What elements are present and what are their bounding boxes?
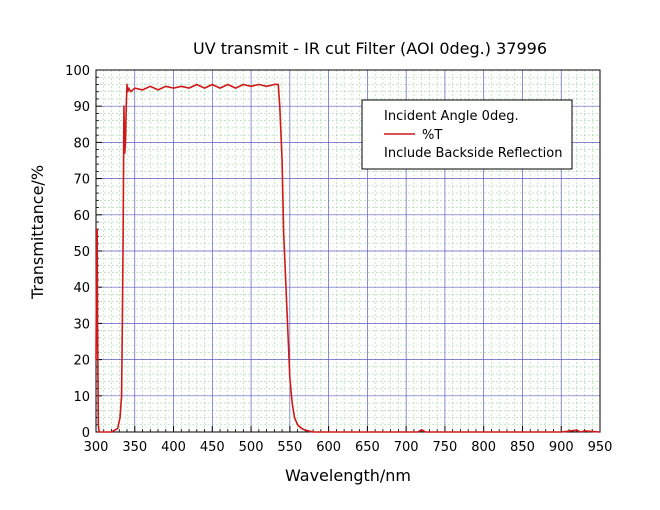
x-tick-label: 400 bbox=[161, 440, 186, 455]
x-tick-label: 550 bbox=[277, 440, 302, 455]
x-tick-label: 300 bbox=[84, 440, 109, 455]
y-tick-label: 100 bbox=[65, 64, 90, 79]
x-tick-labels: 300 350 400 450 500 550 600 650 700 750 800 850 900 9… bbox=[84, 440, 613, 455]
y-tick-label: 70 bbox=[73, 173, 90, 188]
x-tick-label: 600 bbox=[316, 440, 341, 455]
x-tick-label: 750 bbox=[433, 440, 458, 455]
legend: Incident Angle 0deg. %T Include Backside… bbox=[361, 99, 573, 170]
y-tick-label: 30 bbox=[73, 317, 90, 332]
x-tick-label: 350 bbox=[122, 440, 147, 455]
chart-title: UV transmit - IR cut Filter (AOI 0deg.) … bbox=[193, 39, 547, 58]
y-tick-label: 90 bbox=[73, 100, 90, 115]
legend-header: Incident Angle 0deg. bbox=[384, 109, 519, 124]
y-tick-label: 50 bbox=[73, 245, 90, 260]
legend-series-label: %T bbox=[422, 128, 442, 143]
x-tick-label: 850 bbox=[510, 440, 535, 455]
x-tick-label: 450 bbox=[200, 440, 225, 455]
legend-footer: Include Backside Reflection bbox=[384, 146, 562, 161]
x-tick-label: 500 bbox=[239, 440, 264, 455]
x-tick-label: 900 bbox=[549, 440, 574, 455]
x-axis-title: Wavelength/nm bbox=[285, 466, 411, 485]
x-tick-label: 800 bbox=[471, 440, 496, 455]
y-tick-labels: 0 10 20 30 40 50 60 70 80 90 100 bbox=[65, 64, 90, 441]
x-tick-label: 950 bbox=[588, 440, 613, 455]
y-tick-label: 20 bbox=[73, 354, 90, 369]
y-tick-label: 40 bbox=[73, 281, 90, 296]
y-tick-label: 60 bbox=[73, 209, 90, 224]
y-tick-label: 10 bbox=[73, 390, 90, 405]
y-axis-title: Transmittance/% bbox=[28, 165, 47, 300]
x-tick-label: 700 bbox=[394, 440, 419, 455]
x-tick-label: 650 bbox=[355, 440, 380, 455]
y-tick-label: 0 bbox=[82, 426, 90, 441]
series-line-transmittance bbox=[95, 83, 601, 433]
y-tick-label: 80 bbox=[73, 136, 90, 151]
